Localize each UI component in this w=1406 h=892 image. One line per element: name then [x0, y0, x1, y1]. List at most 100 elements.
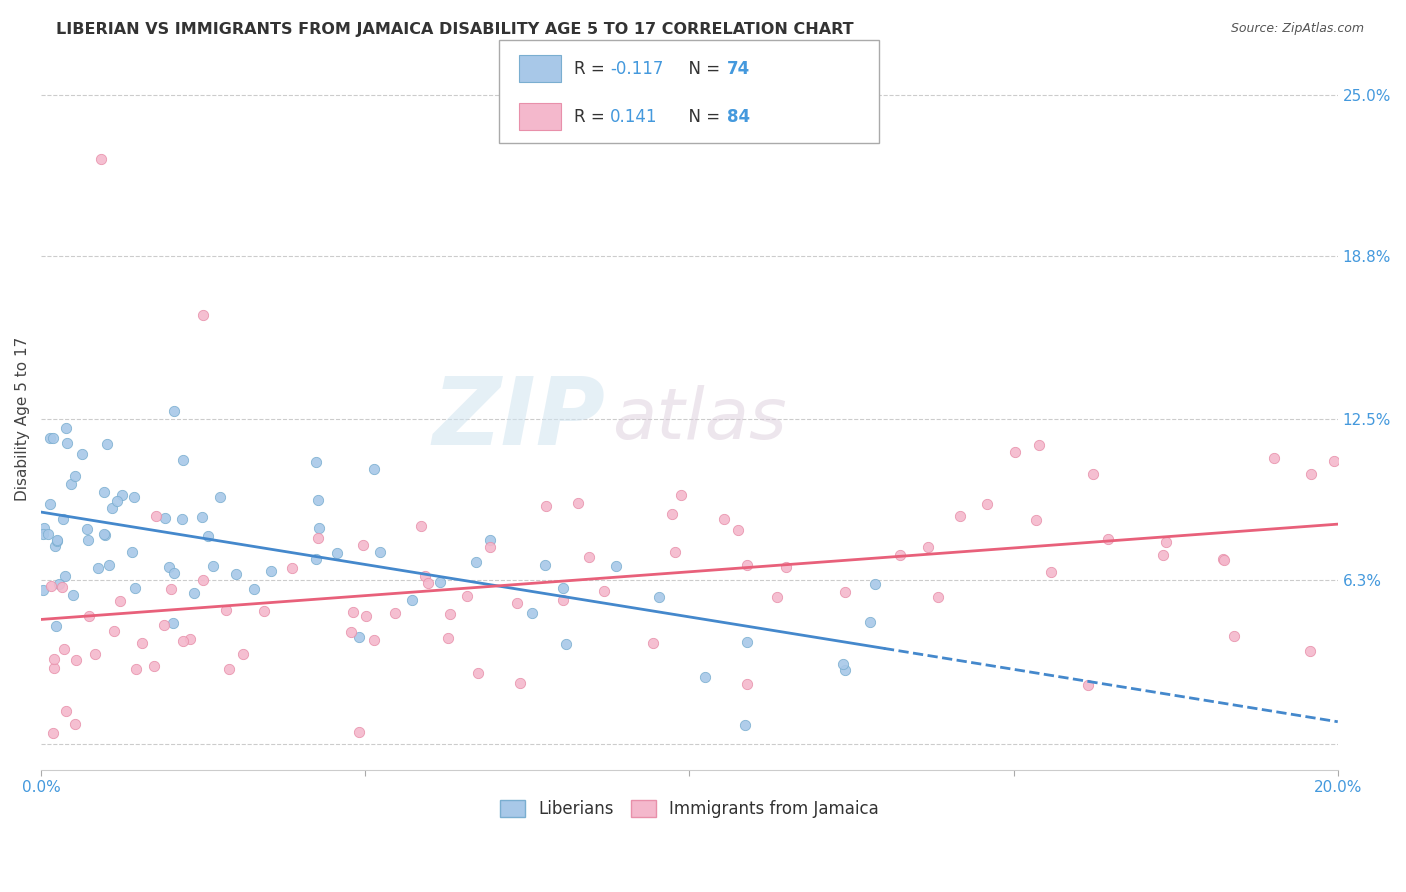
Point — [735, 677, 758, 691]
Point — [349, 724, 371, 739]
Point — [153, 618, 176, 632]
Point — [145, 508, 167, 523]
Y-axis label: Disability Age 5 to 17: Disability Age 5 to 17 — [15, 337, 30, 501]
Point — [1323, 454, 1346, 468]
Point — [593, 583, 616, 598]
Point — [86, 561, 108, 575]
Point — [253, 604, 276, 618]
Point — [439, 607, 461, 621]
Point — [927, 591, 949, 605]
Point — [172, 633, 194, 648]
Point — [307, 493, 329, 508]
Point — [437, 631, 460, 645]
Point — [56, 436, 79, 450]
Point — [834, 585, 856, 599]
Point — [834, 663, 856, 677]
Point — [411, 519, 433, 533]
Point — [242, 582, 264, 596]
Point — [59, 477, 82, 491]
Point — [44, 539, 66, 553]
Point — [42, 660, 65, 674]
Point — [326, 546, 349, 560]
Point — [1299, 467, 1322, 481]
Point — [356, 608, 378, 623]
Point — [766, 590, 789, 604]
Point — [41, 579, 63, 593]
Text: R =: R = — [574, 60, 610, 78]
Point — [163, 566, 186, 581]
Text: atlas: atlas — [612, 384, 786, 454]
Point — [605, 559, 627, 574]
Point — [713, 512, 735, 526]
Point — [44, 652, 66, 666]
Point — [727, 523, 749, 537]
Point — [1299, 644, 1322, 658]
Point — [917, 540, 939, 554]
Point — [218, 662, 240, 676]
Point — [308, 521, 330, 535]
Point — [42, 431, 65, 445]
Point — [464, 555, 486, 569]
Point — [32, 527, 55, 541]
Point — [1213, 553, 1236, 567]
Point — [124, 581, 146, 595]
Point — [429, 575, 451, 590]
Point — [1153, 549, 1175, 563]
Point — [77, 533, 100, 547]
Point — [554, 637, 576, 651]
Point — [342, 605, 364, 619]
Text: 84: 84 — [727, 108, 749, 126]
Point — [693, 669, 716, 683]
Point — [183, 586, 205, 600]
Point — [384, 607, 406, 621]
Point — [131, 635, 153, 649]
Point — [260, 564, 283, 578]
Point — [735, 558, 758, 573]
Point — [55, 421, 77, 435]
Point — [1212, 551, 1234, 566]
Point — [108, 594, 131, 608]
Text: 74: 74 — [727, 60, 751, 78]
Point — [111, 488, 134, 502]
Point — [96, 436, 118, 450]
Point — [1154, 535, 1177, 549]
Point — [191, 509, 214, 524]
Point — [1263, 450, 1285, 465]
Point — [553, 592, 575, 607]
Point — [105, 494, 128, 508]
Text: Source: ZipAtlas.com: Source: ZipAtlas.com — [1230, 22, 1364, 36]
Point — [202, 558, 225, 573]
Point — [1028, 438, 1050, 452]
Point — [121, 545, 143, 559]
Point — [214, 603, 236, 617]
Point — [949, 508, 972, 523]
Text: R =: R = — [574, 108, 610, 126]
Point — [46, 534, 69, 549]
Point — [413, 569, 436, 583]
Point — [534, 558, 557, 572]
Point — [1097, 532, 1119, 546]
Point — [225, 566, 247, 581]
Point — [567, 496, 589, 510]
Point — [641, 636, 664, 650]
Point — [39, 497, 62, 511]
Point — [179, 632, 201, 647]
Point — [863, 576, 886, 591]
Point — [347, 630, 370, 644]
Point — [363, 633, 385, 648]
Point — [307, 531, 329, 545]
Point — [534, 499, 557, 513]
Legend: Liberians, Immigrants from Jamaica: Liberians, Immigrants from Jamaica — [494, 793, 886, 825]
Point — [1077, 678, 1099, 692]
Point — [664, 545, 686, 559]
Point — [45, 618, 67, 632]
Point — [77, 608, 100, 623]
Point — [142, 659, 165, 673]
Point — [416, 575, 439, 590]
Point — [735, 634, 758, 648]
Point — [669, 488, 692, 502]
Point — [55, 705, 77, 719]
Point — [505, 596, 527, 610]
Point — [661, 507, 683, 521]
Point — [232, 647, 254, 661]
